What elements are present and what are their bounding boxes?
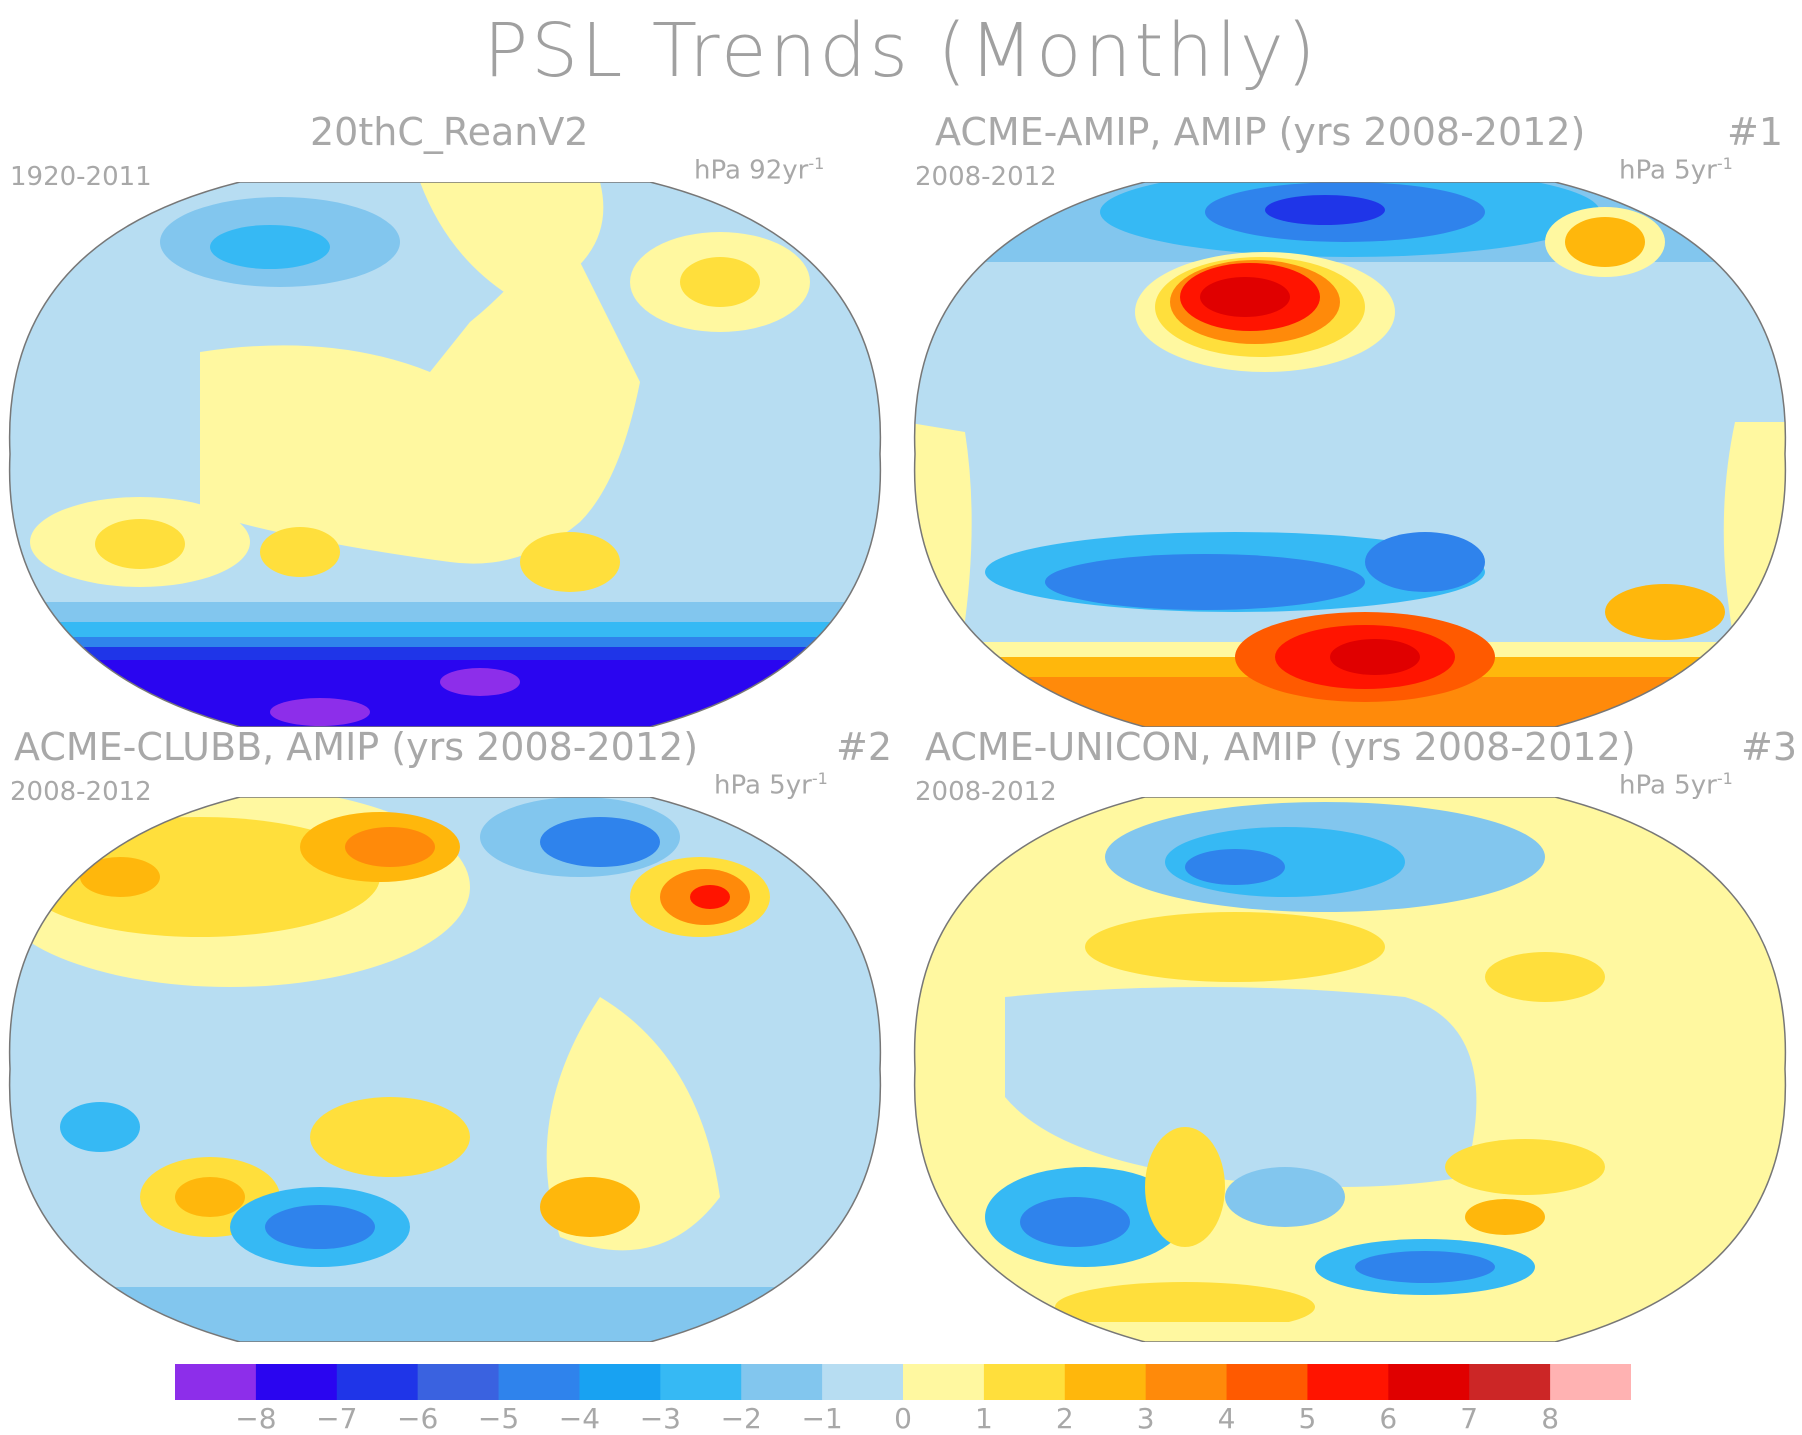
colorbar-tick-label: 4 — [1217, 1402, 1236, 1435]
colorbar-cell — [741, 1364, 823, 1400]
panel-units: hPa 5yr-1 — [1619, 769, 1733, 801]
colorbar-tick-label: −7 — [316, 1402, 358, 1435]
colorbar-tick-label: −2 — [720, 1402, 762, 1435]
panel-title: ACME-AMIP, AMIP (yrs 2008-2012) — [935, 110, 1586, 154]
panel-units: hPa 5yr-1 — [1619, 154, 1733, 186]
colorbar-tick-label: −6 — [397, 1402, 439, 1435]
colorbar-cell — [660, 1364, 742, 1400]
colorbar-cell — [336, 1364, 419, 1400]
colorbar-tick-label: −8 — [235, 1402, 277, 1435]
colorbar-cell — [255, 1364, 338, 1400]
colorbar-tick-label: 5 — [1298, 1402, 1317, 1435]
panel-title: ACME-CLUBB, AMIP (yrs 2008-2012) — [14, 725, 699, 769]
colorbar-tick-label: −1 — [801, 1402, 843, 1435]
map-panel-2 — [8, 797, 882, 1342]
panel-title: 20thC_ReanV2 — [310, 110, 589, 154]
figure-title: PSL Trends (Monthly) — [483, 8, 1319, 94]
colorbar-cell — [417, 1364, 500, 1400]
panel-acme-amip: ACME-AMIP, AMIP (yrs 2008-2012) #1 2008-… — [905, 110, 1795, 727]
colorbar-tick-label: −5 — [477, 1402, 520, 1435]
colorbar-cell — [175, 1364, 257, 1400]
map-panel-0 — [8, 182, 882, 727]
panel-period: 2008-2012 — [10, 777, 152, 807]
colorbar — [175, 1364, 1631, 1400]
colorbar-cell — [1469, 1364, 1551, 1400]
panel-number: #1 — [1727, 110, 1784, 154]
colorbar-cell — [1064, 1364, 1147, 1400]
panel-units: hPa 92yr-1 — [694, 154, 825, 186]
colorbar-tick-label: 0 — [894, 1402, 912, 1435]
colorbar-tick-label: 2 — [1055, 1402, 1074, 1435]
colorbar-tick-label: 3 — [1136, 1402, 1155, 1435]
colorbar-cell — [903, 1364, 985, 1400]
colorbar-cell — [1550, 1364, 1631, 1400]
colorbar-cell — [1388, 1364, 1470, 1400]
panel-acme-clubb: ACME-CLUBB, AMIP (yrs 2008-2012) #2 2008… — [0, 725, 893, 1342]
panel-title: ACME-UNICON, AMIP (yrs 2008-2012) — [925, 725, 1636, 769]
panel-period: 2008-2012 — [915, 777, 1057, 807]
colorbar-tick-label: 7 — [1460, 1402, 1479, 1435]
colorbar-cell — [983, 1364, 1066, 1400]
colorbar-tick-label: 6 — [1379, 1402, 1398, 1435]
colorbar-tick-label: −3 — [639, 1402, 681, 1435]
panel-period: 2008-2012 — [915, 162, 1057, 192]
map-panel-1 — [913, 182, 1787, 727]
colorbar-cell — [1226, 1364, 1308, 1400]
colorbar-cell — [579, 1364, 661, 1400]
colorbar-tick-label: 8 — [1541, 1402, 1560, 1435]
map-panel-3 — [913, 797, 1787, 1342]
panel-acme-unicon: ACME-UNICON, AMIP (yrs 2008-2012) #3 200… — [905, 725, 1798, 1342]
colorbar-cell — [822, 1364, 904, 1400]
colorbar-cell — [1307, 1364, 1389, 1400]
panel-number: #2 — [836, 725, 893, 769]
colorbar-tick-label: −4 — [558, 1402, 601, 1435]
colorbar-tick-label: 1 — [974, 1402, 993, 1435]
colorbar-cell — [1145, 1364, 1228, 1400]
panel-period: 1920-2011 — [10, 162, 152, 192]
panel-units: hPa 5yr-1 — [714, 769, 828, 801]
panel-20thc-reanv2: 20thC_ReanV2 1920-2011 hPa 92yr-1 — [0, 110, 890, 727]
panel-number: #3 — [1741, 725, 1798, 769]
colorbar-cell — [498, 1364, 580, 1400]
